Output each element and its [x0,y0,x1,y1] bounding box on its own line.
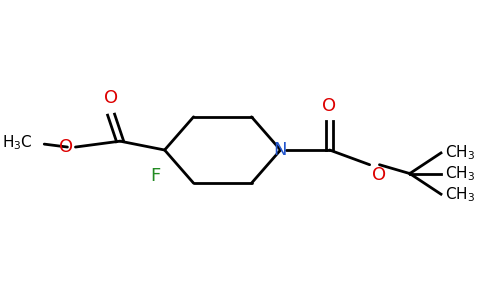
Text: CH$_3$: CH$_3$ [445,144,476,162]
Text: CH$_3$: CH$_3$ [445,164,476,183]
Text: O: O [372,166,386,184]
Text: H$_3$C: H$_3$C [2,133,33,152]
Text: CH$_3$: CH$_3$ [445,185,476,203]
Text: O: O [104,89,118,107]
Text: O: O [322,97,336,115]
Text: O: O [59,138,73,156]
Text: N: N [274,141,287,159]
Text: F: F [151,167,161,185]
